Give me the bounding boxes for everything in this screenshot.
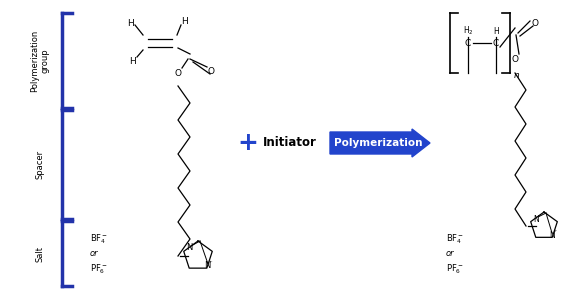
Text: or: or [90, 249, 99, 258]
Text: H: H [127, 19, 134, 28]
Text: C: C [465, 38, 471, 47]
Text: n: n [514, 72, 520, 81]
Text: $^+$: $^+$ [553, 230, 559, 235]
Text: O: O [207, 67, 215, 75]
Text: N: N [549, 230, 555, 239]
Text: C: C [493, 38, 499, 47]
FancyArrow shape [330, 129, 430, 157]
Text: BF$_4^-$: BF$_4^-$ [446, 232, 464, 246]
Text: O: O [532, 19, 538, 28]
Text: H: H [493, 26, 499, 36]
Text: Salt: Salt [35, 246, 45, 262]
Text: PF$_6^-$: PF$_6^-$ [90, 262, 107, 276]
Text: H: H [130, 56, 136, 65]
Text: Initiator: Initiator [263, 136, 317, 150]
Text: N: N [204, 262, 210, 271]
Text: $^+$: $^+$ [208, 260, 214, 265]
Text: PF$_6^-$: PF$_6^-$ [446, 262, 464, 276]
Text: O: O [512, 54, 518, 63]
Text: N: N [186, 244, 192, 253]
Text: or: or [446, 249, 455, 258]
Text: O: O [175, 68, 182, 77]
Text: +: + [238, 131, 259, 155]
Text: N: N [533, 214, 539, 223]
Text: Polymerization
group: Polymerization group [30, 29, 50, 92]
Text: BF$_4^-$: BF$_4^-$ [90, 232, 108, 246]
Text: H: H [182, 17, 188, 26]
Text: H$_2$: H$_2$ [463, 25, 473, 37]
Text: Polymerization: Polymerization [334, 138, 422, 148]
Text: Spacer: Spacer [35, 150, 45, 179]
